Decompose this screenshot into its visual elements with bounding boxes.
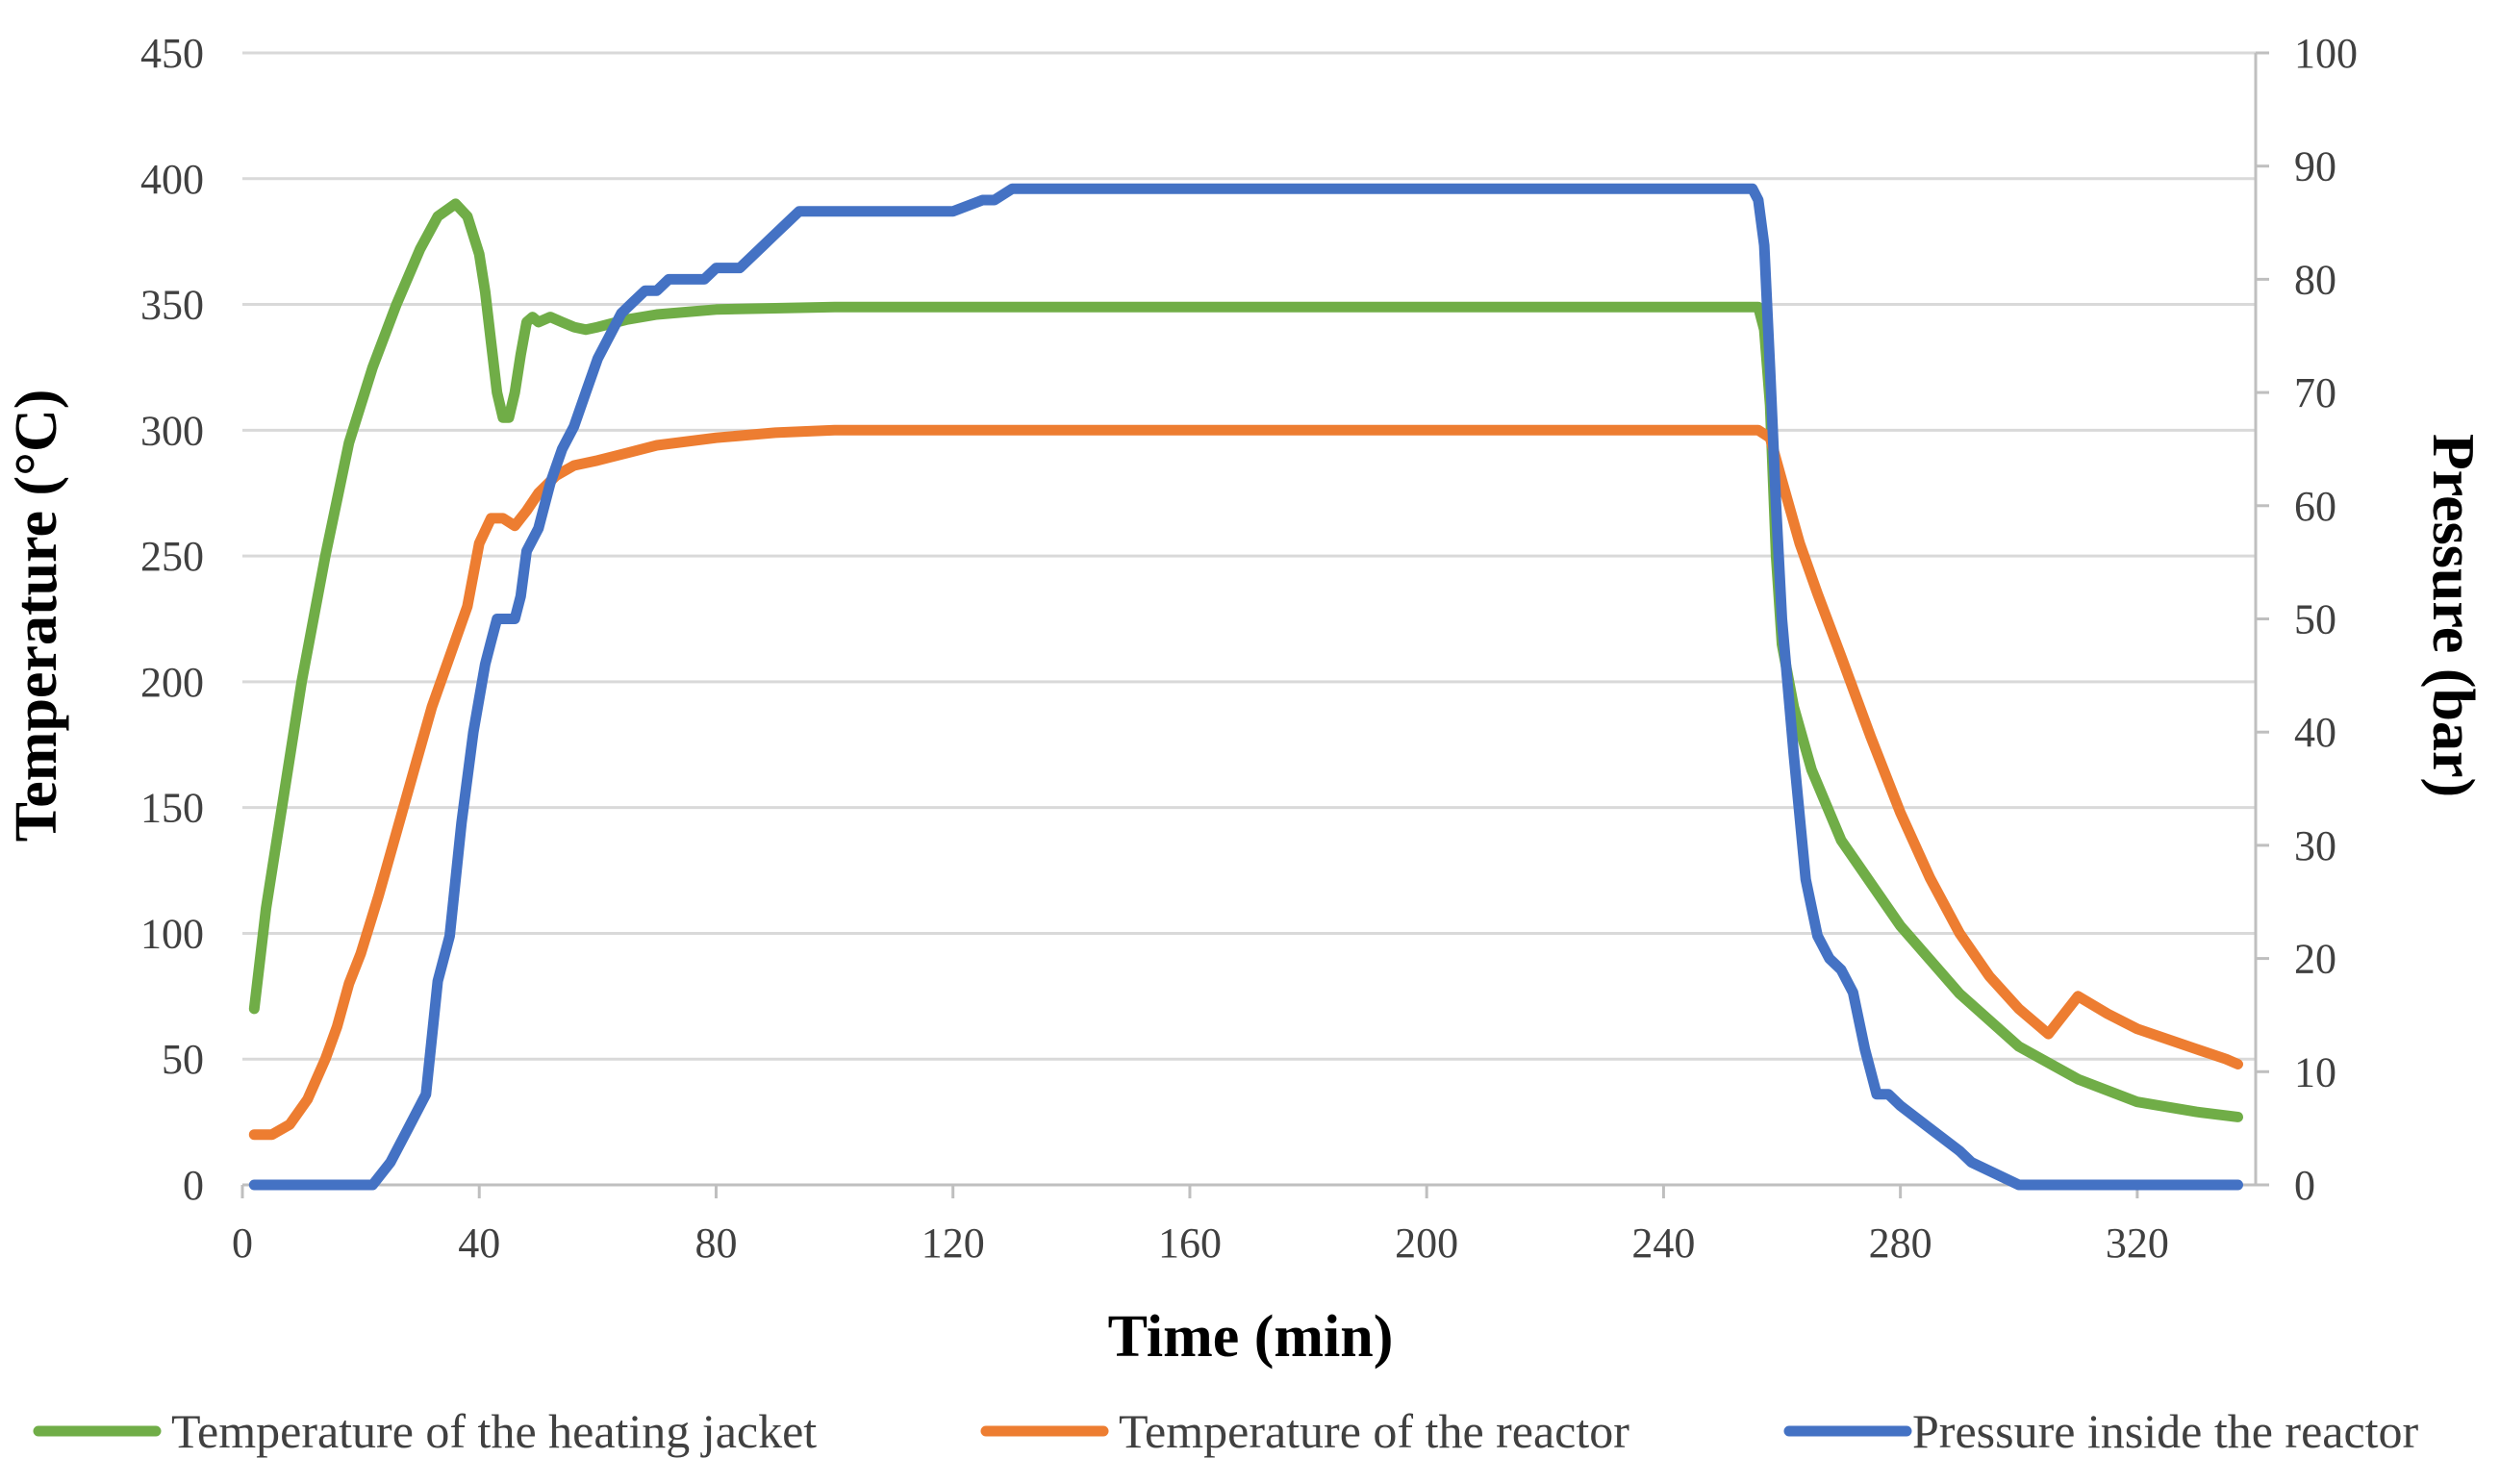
y-tick-label: 200 xyxy=(140,659,204,706)
series-line-temperature-of-the-heating-jacket xyxy=(248,198,2243,1122)
x-tick-label: 80 xyxy=(694,1220,737,1267)
y2-tick-label: 40 xyxy=(2294,709,2336,756)
y-axis-title: Temperature (°C) xyxy=(4,390,69,843)
legend-label-temperature-of-the-reactor: Temperature of the reactor xyxy=(1119,1404,1629,1458)
series-line-pressure-inside-the-reactor xyxy=(248,183,2243,1191)
x-tick-label: 0 xyxy=(232,1220,253,1267)
y2-tick-label: 90 xyxy=(2294,143,2336,190)
y-tick-label: 50 xyxy=(162,1036,204,1083)
y2-tick-label: 0 xyxy=(2294,1162,2315,1209)
y-tick-label: 400 xyxy=(140,156,204,203)
x-tick-label: 160 xyxy=(1158,1220,1222,1267)
y2-tick-label: 50 xyxy=(2294,596,2336,643)
x-tick-label: 200 xyxy=(1395,1220,1458,1267)
y2-axis-title: Pressure (bar) xyxy=(2420,434,2486,797)
gridlines xyxy=(242,51,2256,1061)
x-tick-label: 120 xyxy=(922,1220,985,1267)
y2-tick-label: 100 xyxy=(2294,30,2358,77)
y2-tick-label: 10 xyxy=(2294,1048,2336,1095)
x-axis-title: Time (min) xyxy=(1108,1304,1394,1370)
y2-tick-label: 80 xyxy=(2294,256,2336,303)
y2-tick-label: 30 xyxy=(2294,822,2336,869)
series-line-temperature-of-the-reactor xyxy=(248,424,2243,1141)
legend-label-pressure-inside-the-reactor: Pressure inside the reactor xyxy=(1912,1404,2419,1458)
axes xyxy=(240,51,2269,1198)
x-tick-label: 40 xyxy=(458,1220,500,1267)
y-tick-label: 450 xyxy=(140,30,204,77)
y-tick-label: 350 xyxy=(140,282,204,329)
x-tick-label: 320 xyxy=(2106,1220,2169,1267)
x-tick-label: 240 xyxy=(1631,1220,1695,1267)
series-lines xyxy=(248,183,2243,1191)
legend: Temperature of the heating jacket Tempera… xyxy=(33,1404,2419,1458)
y2-tick-label: 20 xyxy=(2294,936,2336,983)
y-tick-label: 250 xyxy=(140,533,204,580)
y-tick-label: 100 xyxy=(140,910,204,957)
y2-tick-label: 70 xyxy=(2294,369,2336,416)
y-tick-label: 0 xyxy=(183,1162,204,1209)
legend-label-temperature-of-the-heating-jacket: Temperature of the heating jacket xyxy=(171,1404,817,1458)
y-tick-label: 300 xyxy=(140,407,204,454)
x-tick-label: 280 xyxy=(1869,1220,1932,1267)
y2-tick-label: 60 xyxy=(2294,483,2336,530)
y-tick-label: 150 xyxy=(140,785,204,832)
